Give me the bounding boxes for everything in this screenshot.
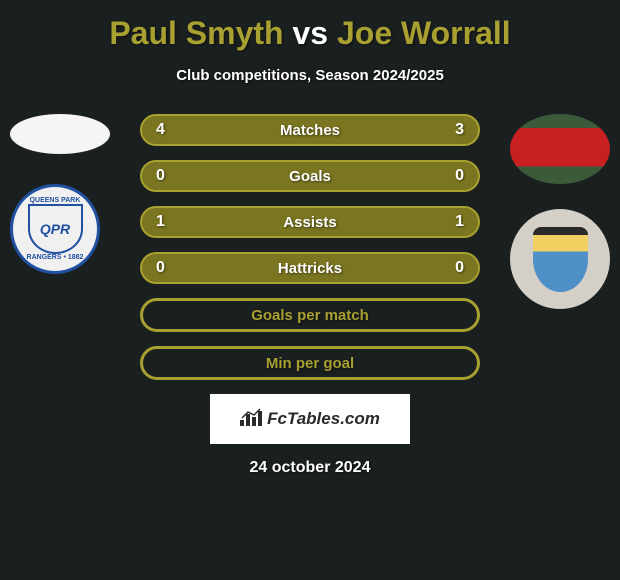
shield-icon: QUEENS PARK QPR RANGERS • 1882 xyxy=(10,184,100,274)
player2-name: Joe Worrall xyxy=(337,15,511,51)
page-title: Paul Smyth vs Joe Worrall xyxy=(0,15,620,52)
vs-text: vs xyxy=(284,15,337,51)
club1-badge: QUEENS PARK QPR RANGERS • 1882 xyxy=(10,184,110,274)
hattricks-right-value: 0 xyxy=(455,259,464,277)
goals-label: Goals xyxy=(289,168,331,185)
crest-icon xyxy=(533,227,588,292)
player1-name: Paul Smyth xyxy=(109,15,283,51)
club1-name-top: QUEENS PARK xyxy=(30,197,81,204)
stat-bars-container: 4 Matches 3 0 Goals 0 1 Assists 1 0 Hatt… xyxy=(140,114,480,380)
crest-top xyxy=(533,227,588,235)
stats-area: QUEENS PARK QPR RANGERS • 1882 4 Matches… xyxy=(0,114,620,380)
left-avatars-column: QUEENS PARK QPR RANGERS • 1882 xyxy=(10,114,110,274)
matches-left-value: 4 xyxy=(156,121,165,139)
goals-per-match-label: Goals per match xyxy=(251,307,369,324)
goals-right-value: 0 xyxy=(455,167,464,185)
club2-badge xyxy=(510,209,610,309)
branding-name: FcTables.com xyxy=(267,409,380,429)
assists-right-value: 1 xyxy=(455,213,464,231)
club1-abbr: QPR xyxy=(28,204,83,254)
goals-left-value: 0 xyxy=(156,167,165,185)
chart-icon xyxy=(240,408,262,431)
stat-bar-goals-per-match: Goals per match xyxy=(140,298,480,332)
date-text: 24 october 2024 xyxy=(0,459,620,477)
club1-name-bottom: RANGERS • 1882 xyxy=(27,254,84,261)
stat-bar-assists: 1 Assists 1 xyxy=(140,206,480,238)
stat-bar-matches: 4 Matches 3 xyxy=(140,114,480,146)
assists-label: Assists xyxy=(283,214,336,231)
hattricks-label: Hattricks xyxy=(278,260,342,277)
player2-avatar xyxy=(510,114,610,184)
matches-label: Matches xyxy=(280,122,340,139)
matches-right-value: 3 xyxy=(455,121,464,139)
hattricks-left-value: 0 xyxy=(156,259,165,277)
stat-bar-min-per-goal: Min per goal xyxy=(140,346,480,380)
min-per-goal-label: Min per goal xyxy=(266,355,354,372)
stat-bar-hattricks: 0 Hattricks 0 xyxy=(140,252,480,284)
branding-box[interactable]: FcTables.com xyxy=(210,394,410,444)
subtitle: Club competitions, Season 2024/2025 xyxy=(0,67,620,84)
assists-left-value: 1 xyxy=(156,213,165,231)
player1-avatar xyxy=(10,114,110,154)
right-avatars-column xyxy=(510,114,610,309)
main-container: Paul Smyth vs Joe Worrall Club competiti… xyxy=(0,0,620,580)
stat-bar-goals: 0 Goals 0 xyxy=(140,160,480,192)
